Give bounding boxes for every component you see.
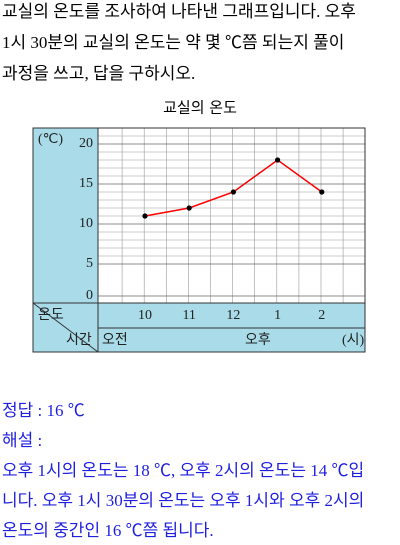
y-tick-label: 5 (86, 256, 93, 271)
chart-title: 교실의 온도 (163, 99, 237, 117)
y-tick-label: 10 (79, 216, 93, 231)
chart-frame (32, 127, 366, 353)
explanation-line: 니다. 오후 1시 30분의 온도는 오후 1시와 오후 2시의 (2, 491, 364, 510)
explanation-line: 오후 1시의 온도는 18 ℃, 오후 2시의 온도는 14 ℃입 (2, 461, 364, 480)
x-tick-label: 2 (318, 308, 325, 323)
x-tick-label: 12 (226, 308, 240, 323)
question-line: 과정을 쓰고, 답을 구하시오. (2, 64, 195, 83)
point (186, 205, 192, 211)
y-tick-label: 15 (79, 176, 93, 191)
explanation-label: 해설 : (2, 431, 42, 450)
row-label: 시간 (66, 332, 92, 348)
period-label: 오전 (102, 332, 128, 348)
plot-area (98, 128, 365, 303)
x-tick-label: 11 (182, 308, 195, 323)
x-tick-label: 10 (138, 308, 152, 323)
x-tick-label: 1 (274, 308, 281, 323)
period-label: 오후 (245, 332, 271, 348)
question-line: 교실의 온도를 조사하여 나타낸 그래프입니다. 오후 (2, 2, 356, 21)
point (319, 189, 325, 195)
question-line: 1시 30분의 교실의 온도는 약 몇 ℃쯤 되는지 풀이 (2, 33, 344, 52)
y-unit: (℃) (38, 132, 63, 147)
y-tick-label: 0 (86, 288, 93, 303)
y-tick-label: 20 (79, 136, 93, 151)
row-label: 온도 (38, 308, 64, 323)
x-unit: (시) (342, 333, 365, 348)
point (230, 189, 236, 195)
diagonal (32, 302, 99, 353)
answer: 정답 : 16 ℃ (2, 401, 85, 420)
label-column (33, 128, 98, 352)
point (142, 213, 148, 219)
explanation-line: 온도의 중간인 16 ℃쯤 됩니다. (2, 521, 214, 540)
point (275, 157, 281, 163)
